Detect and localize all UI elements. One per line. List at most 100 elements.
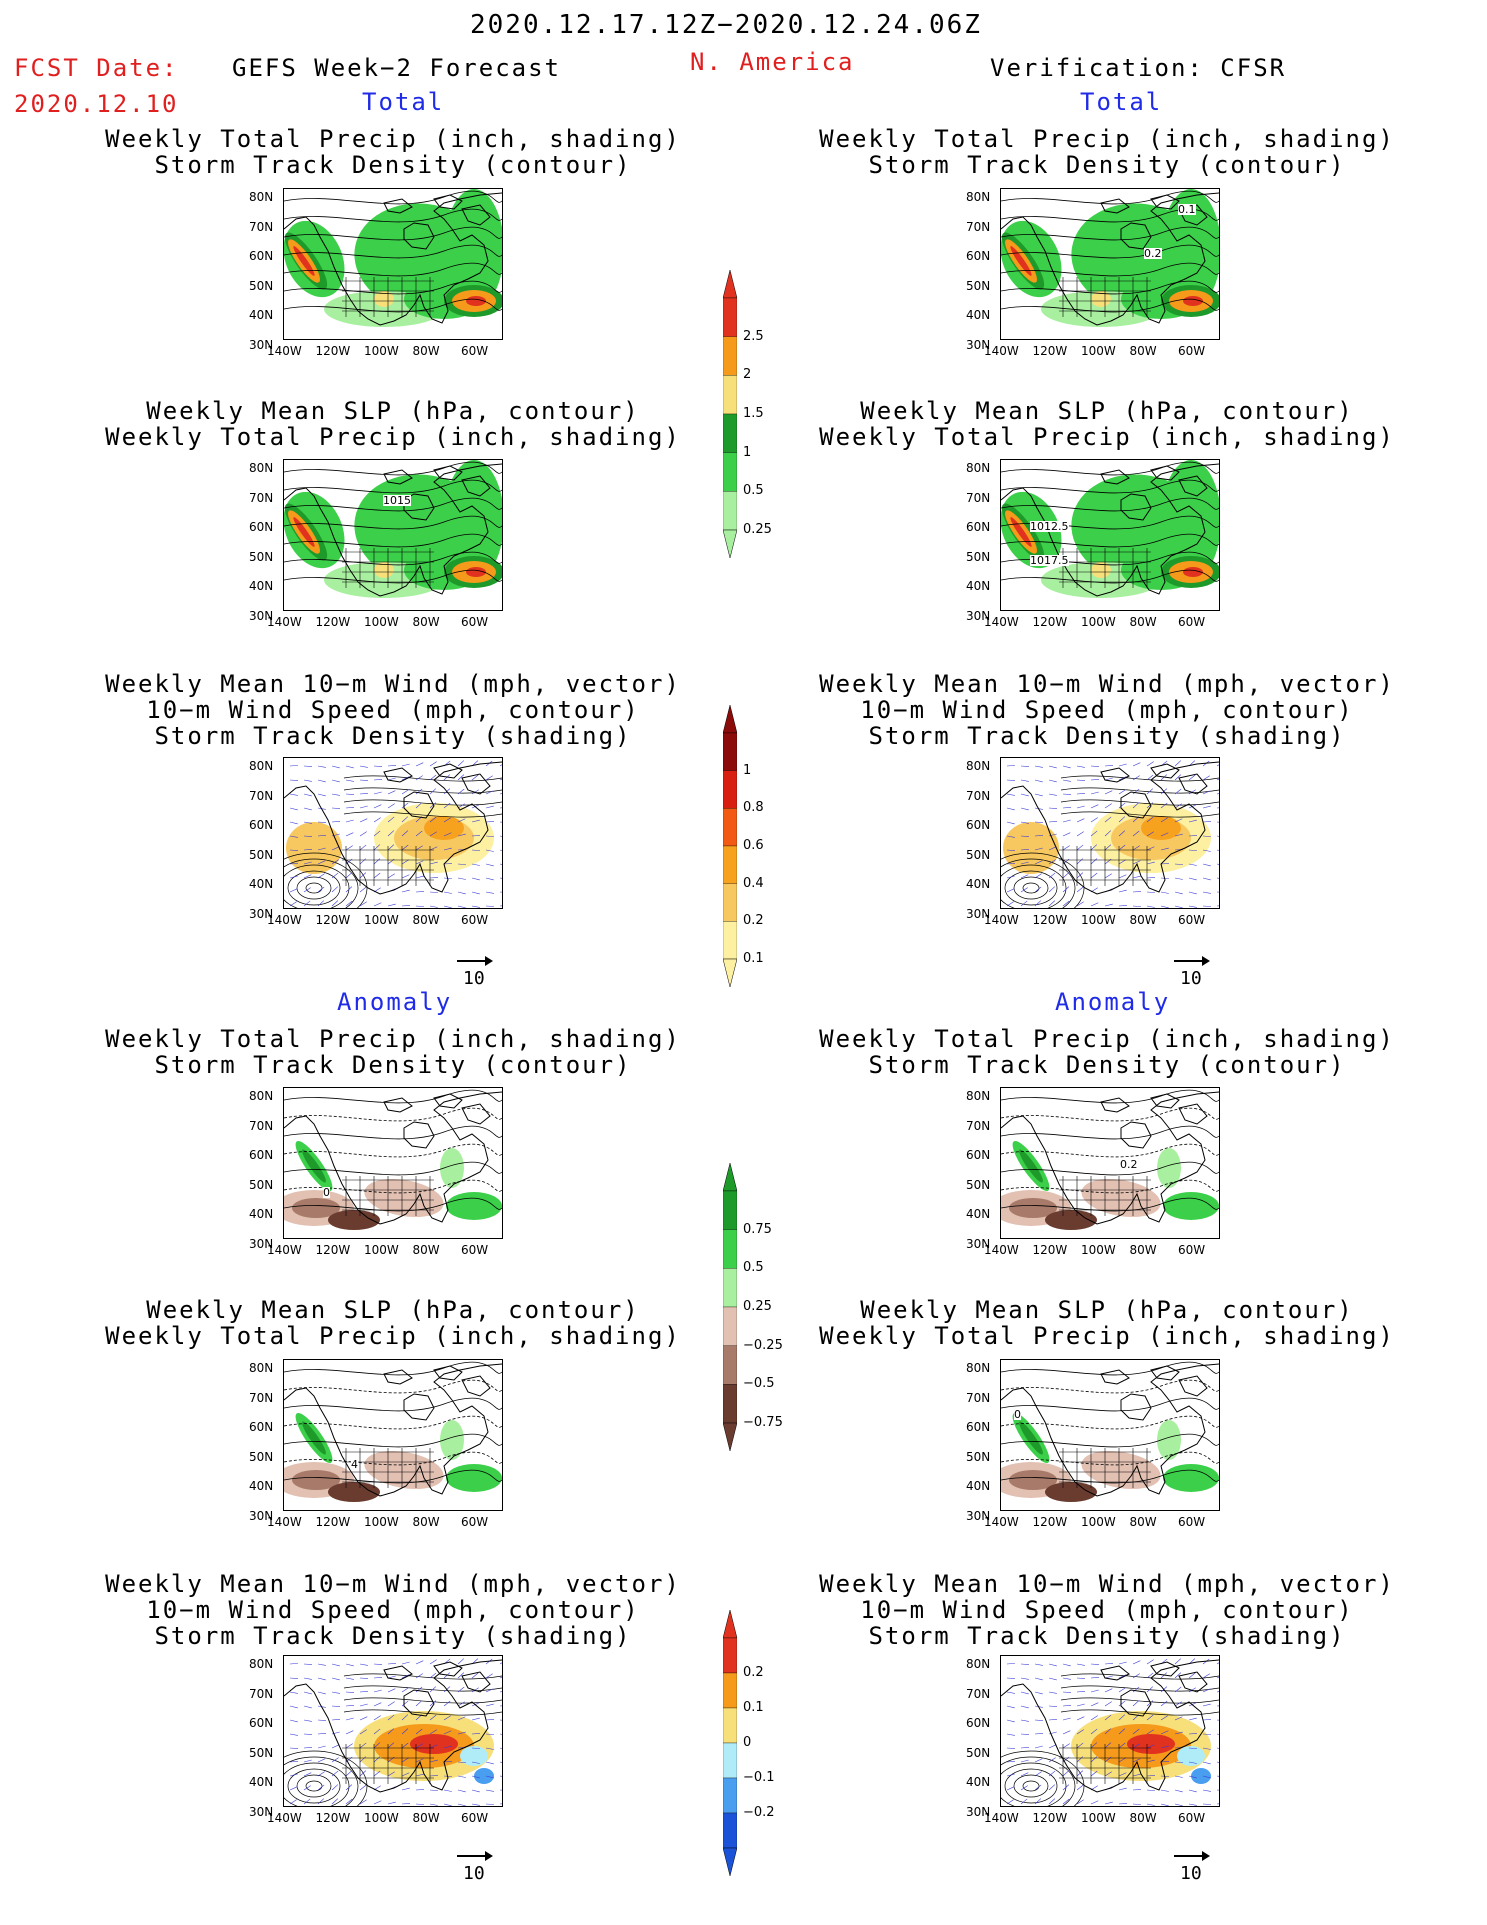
panel-title-r3-left-line3: Storm Track Density (shading) [154,722,632,750]
page-title: 2020.12.17.12Z−2020.12.24.06Z [470,10,982,40]
lat-label: 40N [249,579,274,593]
lat-label: 70N [966,1390,991,1405]
panel-title-r2-right-line2: Weekly Total Precip (inch, shading) [819,423,1395,451]
panel-title-r6-left-line1: Weekly Mean 10−m Wind (mph, vector) [105,1570,681,1598]
lon-label: 140W [984,1515,1019,1529]
panel-title-r2-right-line1: Weekly Mean SLP (hPa, contour) [860,397,1354,425]
arrow-head-icon [485,956,493,966]
lat-label: 40N [249,1775,274,1789]
lat-label: 50N [249,1449,274,1464]
lat-label: 80N [966,190,991,204]
panel-title-r3-right-line2: 10−m Wind Speed (mph, contour) [860,696,1354,724]
map-panel-r2-left [283,459,503,611]
lat-label: 70N [249,219,274,234]
colorbar-label: 0.6 [743,838,764,853]
lon-label: 120W [1032,1515,1068,1529]
lat-label: 70N [966,788,991,803]
panel-title-r6-right-line1: Weekly Mean 10−m Wind (mph, vector) [819,1570,1395,1598]
lon-label: 60W [461,913,489,927]
colorbar-label: 0 [743,1735,752,1750]
vector-scale-arrow [457,1851,493,1861]
map-graphic [1001,1361,1219,1502]
lat-label: 60N [249,249,274,263]
vector-scale-label: 10 [1180,1863,1202,1884]
lon-label: 100W [364,1515,399,1529]
lon-label: 120W [1032,1811,1068,1825]
vector-scale-arrow [1174,1851,1210,1861]
lat-label: 60N [249,1716,274,1730]
lon-label: 100W [1081,1515,1116,1529]
lat-label: 70N [966,1686,991,1701]
lon-label: 60W [1178,1811,1206,1825]
lat-label: 60N [966,818,991,832]
colorbar-label: 0.5 [743,483,764,499]
vector-scale-arrow [457,956,493,966]
lat-label: 60N [249,1420,274,1434]
colorbar-track_total [722,704,738,988]
lon-label: 140W [984,344,1019,358]
lat-label: 70N [966,490,991,505]
panel-title-r6-left-line3: Storm Track Density (shading) [154,1622,632,1650]
colorbar-label: −0.1 [743,1770,775,1785]
lon-label: 60W [1178,344,1206,358]
lat-label: 30N [966,1508,991,1523]
panel-title-r4-right-line2: Storm Track Density (contour) [868,1051,1346,1079]
map-panel-r2-right [1000,459,1220,611]
arrow-head-icon [485,1851,493,1861]
lon-label: 120W [315,1515,351,1529]
map-graphic [1001,189,1219,327]
colorbar-label: 0.25 [743,522,772,537]
lon-label: 140W [267,344,302,358]
lat-label: 80N [966,1361,991,1375]
lat-label: 70N [249,1686,274,1701]
lon-label: 80W [1129,1243,1157,1257]
map-panel-r5-right [1000,1359,1220,1511]
lat-label: 70N [966,1118,991,1133]
lon-label: 100W [1081,1243,1116,1257]
panel-title-r2-left-line1: Weekly Mean SLP (hPa, contour) [146,397,640,425]
colorbar-graphic [722,704,738,988]
map-graphic [1001,760,1219,908]
lat-label: 80N [249,461,274,475]
lon-label: 140W [984,1811,1019,1825]
lat-label: 80N [249,1089,274,1103]
lat-label: 30N [966,1236,991,1251]
vector-scale-label: 10 [463,968,485,989]
lat-label: 50N [966,1177,991,1192]
arrow-head-icon [1202,1851,1210,1861]
colorbar-label: 0.5 [743,1260,764,1276]
panel-title-r4-right-line1: Weekly Total Precip (inch, shading) [819,1025,1395,1053]
colorbar-label: 1 [743,444,752,460]
panel-title-r3-left-line2: 10−m Wind Speed (mph, contour) [146,696,640,724]
panel-title-r4-left-line2: Storm Track Density (contour) [154,1051,632,1079]
contour-label: 1015 [383,494,411,507]
lat-label: 80N [966,1089,991,1103]
map-graphic [1001,460,1219,598]
fcst-date-value: 2020.12.10 [14,90,179,118]
lon-label: 60W [461,1243,489,1257]
lon-label: 80W [412,1811,440,1825]
colorbar-label: 0.8 [743,800,764,816]
lat-label: 30N [966,337,991,352]
contour-label: 0.2 [1120,1158,1138,1171]
lat-label: 50N [966,278,991,293]
map-graphic [284,1658,502,1806]
lon-label: 100W [364,1811,399,1825]
lon-label: 80W [1129,344,1157,358]
lat-label: 30N [966,1804,991,1819]
lat-label: 40N [966,1775,991,1789]
lat-label: 30N [249,608,274,623]
lon-label: 60W [1178,1515,1206,1529]
lat-label: 50N [249,1177,274,1192]
lat-label: 50N [966,847,991,862]
colorbar-graphic [722,1609,738,1877]
lat-label: 30N [249,906,274,921]
lat-label: 40N [249,308,274,322]
colorbar-label: 1 [743,762,752,778]
colorbar-label: 0.75 [743,1221,772,1237]
panel-title-r5-left-line2: Weekly Total Precip (inch, shading) [105,1322,681,1350]
lat-label: 30N [249,1804,274,1819]
map-panel-r1-left [283,188,503,340]
lon-label: 80W [1129,1811,1157,1825]
vector-scale-arrow [1174,956,1210,966]
